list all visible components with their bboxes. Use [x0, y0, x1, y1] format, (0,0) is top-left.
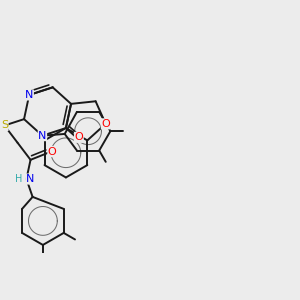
- Text: O: O: [74, 132, 83, 142]
- Text: S: S: [1, 121, 8, 130]
- Text: N: N: [25, 90, 33, 100]
- Text: O: O: [48, 147, 56, 157]
- Text: N: N: [26, 174, 34, 184]
- Text: O: O: [101, 119, 110, 129]
- Text: N: N: [38, 131, 46, 141]
- Text: H: H: [15, 174, 22, 184]
